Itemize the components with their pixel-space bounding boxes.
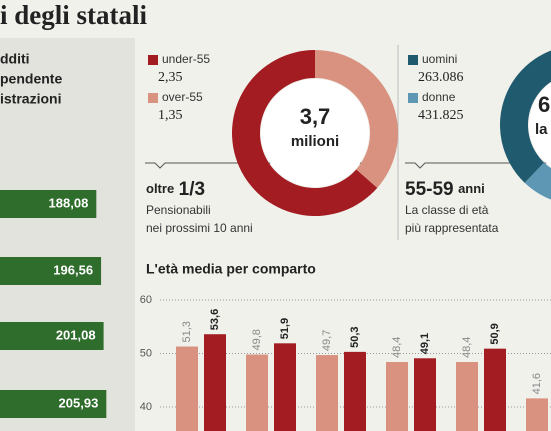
legend-value: 1,35 (158, 108, 183, 123)
legend-swatch (408, 93, 418, 103)
center-label: la (535, 121, 548, 138)
legend-swatch (148, 93, 158, 103)
bar (0, 390, 107, 418)
highlight: 55-59 anni (405, 179, 485, 200)
note: nei prossimi 10 anni (146, 221, 253, 235)
bar (456, 362, 478, 431)
bar (484, 348, 506, 431)
bar (414, 358, 436, 431)
bar (344, 351, 366, 431)
donut-slice (500, 50, 551, 183)
legend-label: donne (422, 90, 456, 104)
value-label: 48,4 (391, 337, 403, 358)
value-label: 48,4 (461, 337, 473, 358)
title: i degli statali (0, 0, 147, 30)
donut-hole (529, 83, 551, 167)
highlight: oltre 1/3 (146, 179, 205, 200)
bar (316, 355, 338, 431)
value-label: 205,93 (59, 395, 99, 410)
value-label: 50,9 (489, 323, 501, 344)
panel-line: istrazioni (0, 91, 61, 107)
donut-slice (524, 162, 551, 200)
bar (274, 343, 296, 431)
highlight-lead: oltre (146, 181, 174, 196)
note: Pensionabili (146, 203, 211, 217)
y-tick-label: 40 (140, 401, 152, 413)
legend-swatch (408, 55, 418, 65)
legend-label: over-55 (162, 90, 203, 104)
bar (246, 354, 268, 431)
value-label: 50,3 (349, 326, 361, 347)
value-label: 53,6 (209, 309, 221, 330)
legend-value: 2,35 (158, 70, 183, 85)
value-label: 188,08 (49, 195, 89, 210)
bar (0, 257, 102, 285)
value-label: 49,7 (321, 330, 333, 351)
bar (526, 398, 548, 431)
donut-slice (315, 50, 398, 188)
highlight-tail: anni (458, 181, 485, 196)
note: più rappresentata (405, 221, 499, 235)
value-label: 41,6 (531, 373, 543, 394)
legend-value: 431.825 (418, 108, 464, 123)
center-label: 6 (538, 92, 550, 117)
bar-chart-title: L'età media per comparto (146, 261, 316, 277)
note: La classe di età (405, 203, 489, 217)
panel-line: pendente (0, 71, 62, 87)
value-label: 49,8 (251, 329, 263, 350)
bar (176, 346, 198, 431)
bar (0, 190, 97, 218)
highlight-value: 1/3 (179, 179, 205, 200)
value-label: 51,9 (279, 318, 291, 339)
value-label: 49,1 (419, 333, 431, 354)
legend-swatch (148, 55, 158, 65)
bar (204, 334, 226, 431)
legend-label: uomini (422, 52, 457, 66)
legend-value: 263.086 (418, 70, 464, 85)
left-panel (0, 38, 135, 431)
value-label: 201,08 (56, 327, 96, 342)
highlight-value: 55-59 (405, 179, 454, 200)
center-label: milioni (291, 133, 339, 150)
legend-label: under-55 (162, 52, 210, 66)
donut-slice (231, 50, 378, 217)
y-tick-label: 60 (140, 294, 152, 306)
panel-line: dditi (0, 51, 30, 67)
bar (0, 322, 104, 350)
divider (405, 162, 551, 169)
y-tick-label: 50 (140, 347, 152, 359)
donut-hole (261, 79, 369, 187)
center-label: 3,7 (300, 104, 331, 129)
value-label: 196,56 (53, 262, 93, 277)
value-label: 51,3 (181, 321, 193, 342)
bar (386, 362, 408, 431)
